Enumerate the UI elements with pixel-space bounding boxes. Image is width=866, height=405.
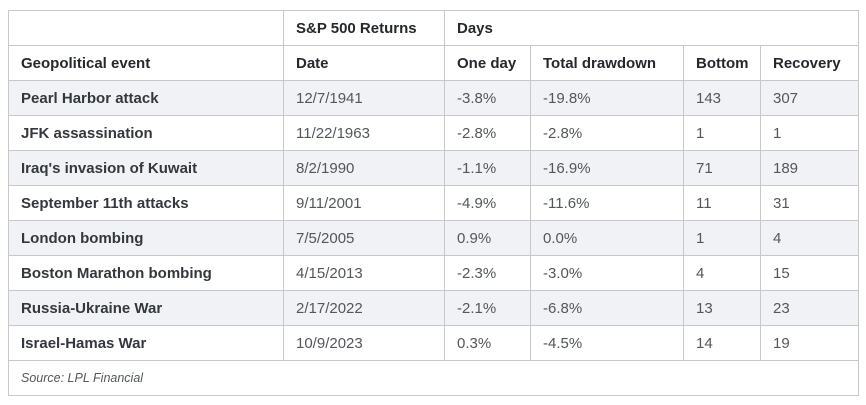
date-cell: 9/11/2001: [283, 185, 445, 221]
one-day-cell: -4.9%: [444, 185, 531, 221]
group-header-blank: [8, 10, 284, 46]
one-day-cell: -2.1%: [444, 290, 531, 326]
recovery-cell: 23: [759, 290, 860, 326]
bottom-cell: 1: [683, 220, 761, 256]
event-cell: Israel-Hamas War: [8, 325, 284, 361]
table-row: Boston Marathon bombing 4/15/2013 -2.3% …: [8, 255, 860, 291]
total-drawdown-cell: -16.9%: [530, 150, 684, 186]
group-header-days: Days: [443, 10, 860, 46]
column-header-event: Geopolitical event: [8, 45, 284, 81]
table-row: Israel-Hamas War 10/9/2023 0.3% -4.5% 14…: [8, 325, 860, 361]
recovery-cell: 189: [759, 150, 860, 186]
date-cell: 7/5/2005: [283, 220, 445, 256]
one-day-cell: -3.8%: [444, 80, 531, 116]
table-row: London bombing 7/5/2005 0.9% 0.0% 1 4: [8, 220, 860, 256]
event-cell: September 11th attacks: [8, 185, 284, 221]
total-drawdown-cell: -6.8%: [530, 290, 684, 326]
bottom-cell: 4: [683, 255, 761, 291]
recovery-cell: 31: [759, 185, 860, 221]
date-cell: 2/17/2022: [283, 290, 445, 326]
total-drawdown-cell: -11.6%: [530, 185, 684, 221]
recovery-cell: 4: [759, 220, 860, 256]
table-row: Russia-Ukraine War 2/17/2022 -2.1% -6.8%…: [8, 290, 860, 326]
bottom-cell: 143: [683, 80, 761, 116]
group-header-returns: S&P 500 Returns: [283, 10, 445, 46]
geopolitical-events-table: S&P 500 Returns Days Geopolitical event …: [7, 10, 860, 396]
event-cell: JFK assassination: [8, 115, 284, 151]
date-cell: 4/15/2013: [283, 255, 445, 291]
one-day-cell: -2.3%: [444, 255, 531, 291]
table-row: JFK assassination 11/22/1963 -2.8% -2.8%…: [8, 115, 860, 151]
source-text: Source: LPL Financial: [7, 360, 860, 396]
recovery-cell: 1: [759, 115, 860, 151]
bottom-cell: 11: [683, 185, 761, 221]
group-header-row: S&P 500 Returns Days: [8, 10, 860, 46]
event-cell: Russia-Ukraine War: [8, 290, 284, 326]
date-cell: 8/2/1990: [283, 150, 445, 186]
total-drawdown-cell: -2.8%: [530, 115, 684, 151]
bottom-cell: 13: [683, 290, 761, 326]
one-day-cell: -2.8%: [444, 115, 531, 151]
total-drawdown-cell: 0.0%: [530, 220, 684, 256]
one-day-cell: -1.1%: [444, 150, 531, 186]
one-day-cell: 0.9%: [444, 220, 531, 256]
column-header-one-day: One day: [444, 45, 531, 81]
column-header-date: Date: [283, 45, 445, 81]
total-drawdown-cell: -3.0%: [530, 255, 684, 291]
date-cell: 11/22/1963: [283, 115, 445, 151]
table-row: September 11th attacks 9/11/2001 -4.9% -…: [8, 185, 860, 221]
recovery-cell: 19: [759, 325, 860, 361]
event-cell: Boston Marathon bombing: [8, 255, 284, 291]
event-cell: Pearl Harbor attack: [8, 80, 284, 116]
bottom-cell: 71: [683, 150, 761, 186]
column-header-total-drawdown: Total drawdown: [530, 45, 684, 81]
bottom-cell: 14: [683, 325, 761, 361]
recovery-cell: 15: [759, 255, 860, 291]
source-row: Source: LPL Financial: [7, 360, 860, 396]
event-cell: London bombing: [8, 220, 284, 256]
date-cell: 10/9/2023: [283, 325, 445, 361]
bottom-cell: 1: [683, 115, 761, 151]
column-header-bottom: Bottom: [683, 45, 761, 81]
column-header-recovery: Recovery: [759, 45, 860, 81]
total-drawdown-cell: -19.8%: [530, 80, 684, 116]
one-day-cell: 0.3%: [444, 325, 531, 361]
table-row: Iraq's invasion of Kuwait 8/2/1990 -1.1%…: [8, 150, 860, 186]
geopolitical-events-table-container: S&P 500 Returns Days Geopolitical event …: [7, 10, 860, 396]
event-cell: Iraq's invasion of Kuwait: [8, 150, 284, 186]
recovery-cell: 307: [759, 80, 860, 116]
table-row: Pearl Harbor attack 12/7/1941 -3.8% -19.…: [8, 80, 860, 116]
total-drawdown-cell: -4.5%: [530, 325, 684, 361]
column-header-row: Geopolitical event Date One day Total dr…: [8, 45, 860, 81]
date-cell: 12/7/1941: [283, 80, 445, 116]
